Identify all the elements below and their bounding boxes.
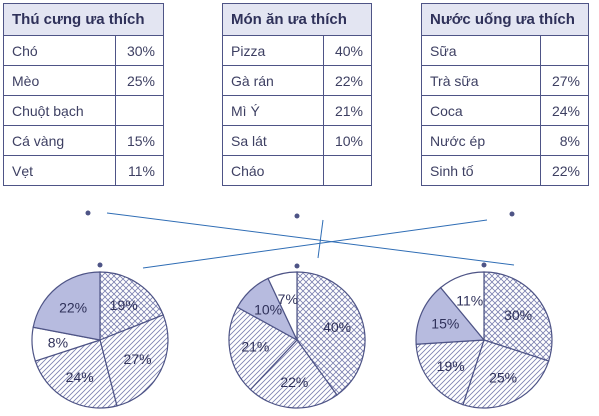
row-label: Trà sữa (421, 65, 541, 96)
slice-label: 10% (254, 301, 282, 317)
pie-slice (99, 314, 169, 407)
table-title: Món ăn ưa thích (222, 3, 372, 36)
pie-slice (296, 271, 366, 396)
slice-label: 22% (280, 374, 308, 390)
row-value (115, 95, 164, 126)
slice-label: 21% (241, 339, 269, 355)
connector-line (317, 219, 324, 259)
row-label: Cháo (222, 155, 324, 186)
row-value: 11% (115, 155, 164, 186)
row-label: Sữa (421, 35, 541, 66)
slice-label: 22% (59, 300, 87, 316)
slice-label: 40% (323, 319, 351, 335)
anchor-dot (509, 211, 515, 217)
row-value: 40% (323, 35, 372, 66)
table-row: Pizza 40% (222, 35, 372, 66)
table-row: Cháo (222, 155, 372, 186)
anchor-dot (97, 262, 103, 268)
connector-line (106, 212, 515, 266)
table-row: Sinh tố 22% (421, 155, 589, 186)
pie-chart: 19% 27% 24% 8% 22% (31, 271, 169, 409)
row-value: 27% (540, 65, 589, 96)
row-value: 24% (540, 95, 589, 126)
pie-slice (267, 271, 298, 341)
slice-label: 7% (278, 291, 298, 307)
table-row: Mèo 25% (3, 65, 164, 96)
row-value (540, 35, 589, 66)
table-title: Thú cưng ưa thích (3, 3, 164, 36)
slice-label: 30% (504, 307, 532, 323)
table-favorite-pets: Thú cưng ưa thích Chó 30% Mèo 25% Chuột bạ… (3, 3, 164, 186)
pie-slice (34, 339, 118, 409)
slice-label: 24% (66, 369, 94, 385)
pie-slice (415, 339, 485, 406)
table-title: Nước uống ưa thích (421, 3, 589, 36)
connector-line (142, 219, 488, 269)
connector-lines (106, 212, 515, 269)
row-value: 10% (323, 125, 372, 156)
row-label: Vẹt (3, 155, 116, 186)
row-value (323, 155, 372, 186)
pie-slice (462, 339, 550, 409)
anchor-dot (294, 263, 300, 269)
row-value: 15% (115, 125, 164, 156)
row-value: 22% (323, 65, 372, 96)
table-favorite-drinks: Nước uống ưa thích Sữa Trà sữa 27% Coca 24… (421, 3, 589, 186)
pie-slice (415, 286, 486, 345)
anchor-dot (85, 210, 91, 216)
pie-slice (249, 339, 338, 409)
table-row: Trà sữa 27% (421, 65, 589, 96)
slice-label: 25% (489, 370, 517, 386)
row-value: 8% (540, 125, 589, 156)
slice-label: 19% (437, 358, 465, 374)
anchor-dot (294, 213, 300, 219)
anchor-dots (85, 210, 515, 269)
table-row: Sữa (421, 35, 589, 66)
pie-chart: 40% 22% 21% 10%7% (228, 271, 366, 409)
row-label: Chuột bạch (3, 95, 116, 126)
slice-label: 8% (48, 335, 68, 351)
pie-slice (439, 271, 485, 342)
table-row: Mì Ý 21% (222, 95, 372, 126)
pie-slice (32, 271, 101, 341)
slice-label: 15% (431, 315, 459, 331)
pie-slice (99, 271, 165, 341)
row-value: 30% (115, 35, 164, 66)
table-row: Gà rán 22% (222, 65, 372, 96)
pie-slice (483, 271, 553, 362)
slice-label: 27% (124, 351, 152, 367)
slice-label: 19% (110, 297, 138, 313)
pie-chart: 30% 25% 19% 15% 11% (415, 271, 553, 409)
table-row: Nước ép 8% (421, 125, 589, 156)
slice-label: 11% (456, 292, 483, 308)
anchor-dot (481, 262, 487, 268)
row-value: 22% (540, 155, 589, 186)
row-value: 25% (115, 65, 164, 96)
row-value: 21% (323, 95, 372, 126)
table-row: Coca 24% (421, 95, 589, 126)
pie-slice (228, 306, 298, 391)
table-row: Cá vàng 15% (3, 125, 164, 156)
table-row: Chuột bạch (3, 95, 164, 126)
row-label: Mì Ý (222, 95, 324, 126)
table-row: Vẹt 11% (3, 155, 164, 186)
